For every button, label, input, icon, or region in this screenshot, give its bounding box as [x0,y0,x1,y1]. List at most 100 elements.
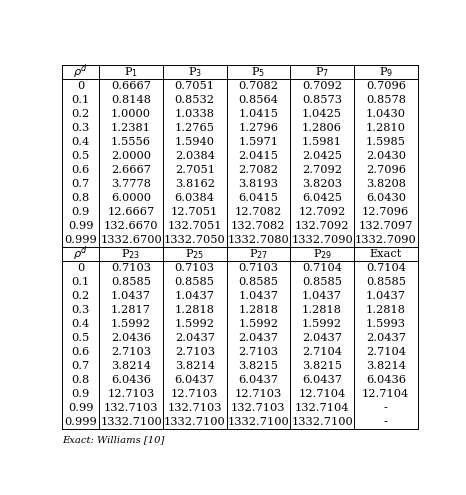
Text: 0.8532: 0.8532 [175,95,215,105]
Text: 1332.7090: 1332.7090 [291,235,353,245]
Text: 2.7103: 2.7103 [175,347,215,357]
Text: 3.8215: 3.8215 [239,361,278,371]
Text: 1332.7100: 1332.7100 [164,417,226,427]
Text: 0.7103: 0.7103 [175,263,215,273]
Text: 0.9: 0.9 [71,389,89,399]
Text: 1.5992: 1.5992 [239,319,278,329]
Text: 6.0430: 6.0430 [366,193,406,203]
Text: 132.7051: 132.7051 [167,221,222,231]
Text: 2.0437: 2.0437 [302,333,342,343]
Text: 3.8208: 3.8208 [366,179,406,189]
Text: 2.0437: 2.0437 [366,333,406,343]
Text: 132.7092: 132.7092 [295,221,350,231]
Text: 0.2: 0.2 [71,291,89,301]
Text: 0.2: 0.2 [71,109,89,119]
Text: 12.7104: 12.7104 [298,389,346,399]
Text: 0.999: 0.999 [64,235,97,245]
Text: 12.7103: 12.7103 [171,389,219,399]
Text: P$_{27}$: P$_{27}$ [249,247,268,261]
Text: $\rho^d$: $\rho^d$ [73,63,88,81]
Text: 1332.6700: 1332.6700 [100,235,162,245]
Text: 1.0338: 1.0338 [175,109,215,119]
Text: 0.6: 0.6 [71,347,89,357]
Text: 1.0000: 1.0000 [111,109,151,119]
Text: 3.7778: 3.7778 [111,179,151,189]
Text: 2.0436: 2.0436 [111,333,151,343]
Text: 2.0415: 2.0415 [239,151,278,161]
Text: 12.7103: 12.7103 [108,389,155,399]
Text: 6.0415: 6.0415 [239,193,278,203]
Text: -: - [384,403,388,413]
Text: 1332.7100: 1332.7100 [227,417,289,427]
Text: 0.5: 0.5 [71,333,89,343]
Text: 1.2806: 1.2806 [302,123,342,133]
Text: -: - [384,417,388,427]
Text: 1.0425: 1.0425 [302,109,342,119]
Text: 0.6: 0.6 [71,165,89,175]
Text: 1332.7100: 1332.7100 [100,417,162,427]
Text: 1332.7050: 1332.7050 [164,235,226,245]
Text: 1.0437: 1.0437 [175,291,215,301]
Text: 3.8203: 3.8203 [302,179,342,189]
Text: P$_9$: P$_9$ [379,65,393,79]
Text: 6.0436: 6.0436 [111,375,151,385]
Text: 6.0437: 6.0437 [239,375,278,385]
Text: 132.6670: 132.6670 [104,221,158,231]
Text: 1.2818: 1.2818 [239,305,278,315]
Text: 0.99: 0.99 [68,403,93,413]
Text: 3.8214: 3.8214 [111,361,151,371]
Text: 2.7092: 2.7092 [302,165,342,175]
Text: 0.8585: 0.8585 [175,277,215,287]
Text: 0.8585: 0.8585 [111,277,151,287]
Text: 2.0384: 2.0384 [175,151,215,161]
Text: 1.5971: 1.5971 [239,137,278,147]
Text: 0.99: 0.99 [68,221,93,231]
Text: 0: 0 [77,81,84,91]
Text: 1.2810: 1.2810 [366,123,406,133]
Text: 1.2818: 1.2818 [366,305,406,315]
Text: 132.7097: 132.7097 [358,221,413,231]
Text: 0.1: 0.1 [71,277,89,287]
Text: 12.6667: 12.6667 [108,207,155,217]
Text: 1.5981: 1.5981 [302,137,342,147]
Text: 0.7: 0.7 [71,361,89,371]
Text: 2.7103: 2.7103 [239,347,278,357]
Text: P$_{23}$: P$_{23}$ [122,247,141,261]
Text: 132.7103: 132.7103 [231,403,286,413]
Text: 0.7096: 0.7096 [366,81,406,91]
Text: 0.8: 0.8 [71,193,89,203]
Text: P$_{29}$: P$_{29}$ [313,247,332,261]
Text: 0.3: 0.3 [71,305,89,315]
Text: 1.5992: 1.5992 [175,319,215,329]
Text: 0.7: 0.7 [71,179,89,189]
Text: 2.7096: 2.7096 [366,165,406,175]
Text: 2.6667: 2.6667 [111,165,151,175]
Text: 0.7103: 0.7103 [111,263,151,273]
Text: 3.8214: 3.8214 [175,361,215,371]
Text: 1.2818: 1.2818 [302,305,342,315]
Text: 2.7082: 2.7082 [239,165,278,175]
Text: 2.7103: 2.7103 [111,347,151,357]
Text: Exact: Williams [10]: Exact: Williams [10] [62,435,164,444]
Text: 0.7104: 0.7104 [302,263,342,273]
Text: 3.8162: 3.8162 [175,179,215,189]
Text: 1.0415: 1.0415 [239,109,278,119]
Text: P$_7$: P$_7$ [315,65,329,79]
Text: 1.5556: 1.5556 [111,137,151,147]
Text: 2.7104: 2.7104 [302,347,342,357]
Text: 1332.7080: 1332.7080 [227,235,289,245]
Text: 0.6667: 0.6667 [111,81,151,91]
Text: 1.5940: 1.5940 [175,137,215,147]
Text: 1.0430: 1.0430 [366,109,406,119]
Text: 2.0000: 2.0000 [111,151,151,161]
Text: 132.7103: 132.7103 [104,403,158,413]
Text: P$_5$: P$_5$ [251,65,266,79]
Text: 1.2818: 1.2818 [175,305,215,315]
Text: 6.0437: 6.0437 [302,375,342,385]
Text: 2.7104: 2.7104 [366,347,406,357]
Text: 12.7104: 12.7104 [362,389,410,399]
Text: 0.1: 0.1 [71,95,89,105]
Text: 2.0437: 2.0437 [175,333,215,343]
Text: 132.7082: 132.7082 [231,221,286,231]
Text: P$_{25}$: P$_{25}$ [185,247,204,261]
